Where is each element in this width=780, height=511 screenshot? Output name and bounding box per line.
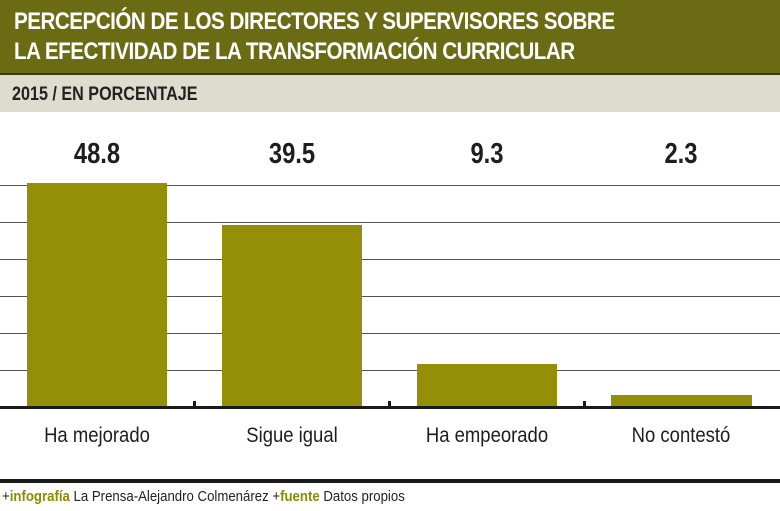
axis-tick: [388, 401, 391, 407]
bar-ha-mejorado: [27, 183, 167, 406]
category-label: Sigue igual: [246, 424, 338, 447]
credit-label-fuente: fuente: [280, 488, 320, 505]
plus-icon: +: [2, 488, 10, 505]
plus-icon: +: [272, 488, 281, 505]
gridline: [0, 222, 780, 223]
value-label: 9.3: [470, 138, 504, 170]
bar-no-contesto: [611, 395, 752, 406]
axis-tick: [193, 401, 196, 407]
gridline: [0, 370, 780, 371]
credit-source: Datos propios: [319, 488, 405, 505]
x-axis-baseline: [0, 406, 780, 409]
credit-author: La Prensa-Alejandro Colmenárez: [69, 488, 273, 505]
value-label: 2.3: [664, 138, 698, 170]
category-label: Ha mejorado: [44, 424, 150, 447]
category-label: Ha empeorado: [425, 424, 549, 447]
subtitle-band: [0, 75, 780, 112]
credits: +infografía La Prensa-Alejandro Colmenár…: [2, 488, 405, 505]
value-label: 48.8: [73, 138, 121, 170]
chart-title-line-2: LA EFECTIVIDAD DE LA TRANSFORMACIÓN CURR…: [14, 38, 575, 65]
category-label: No contestó: [631, 424, 731, 447]
credit-label-infografia: infografía: [9, 488, 70, 505]
axis-tick: [583, 401, 586, 407]
gridline: [0, 333, 780, 334]
chart-subtitle: 2015 / EN PORCENTAJE: [12, 84, 198, 105]
bar-ha-empeorado: [417, 364, 557, 406]
value-label: 39.5: [268, 138, 316, 170]
gridline: [0, 296, 780, 297]
chart-title-line-1: PERCEPCIÓN DE LOS DIRECTORES Y SUPERVISO…: [14, 8, 615, 35]
gridline: [0, 259, 780, 260]
bar-sigue-igual: [222, 225, 362, 406]
title-band: [0, 0, 780, 75]
footer-rule: [0, 479, 780, 483]
gridline: [0, 185, 780, 186]
